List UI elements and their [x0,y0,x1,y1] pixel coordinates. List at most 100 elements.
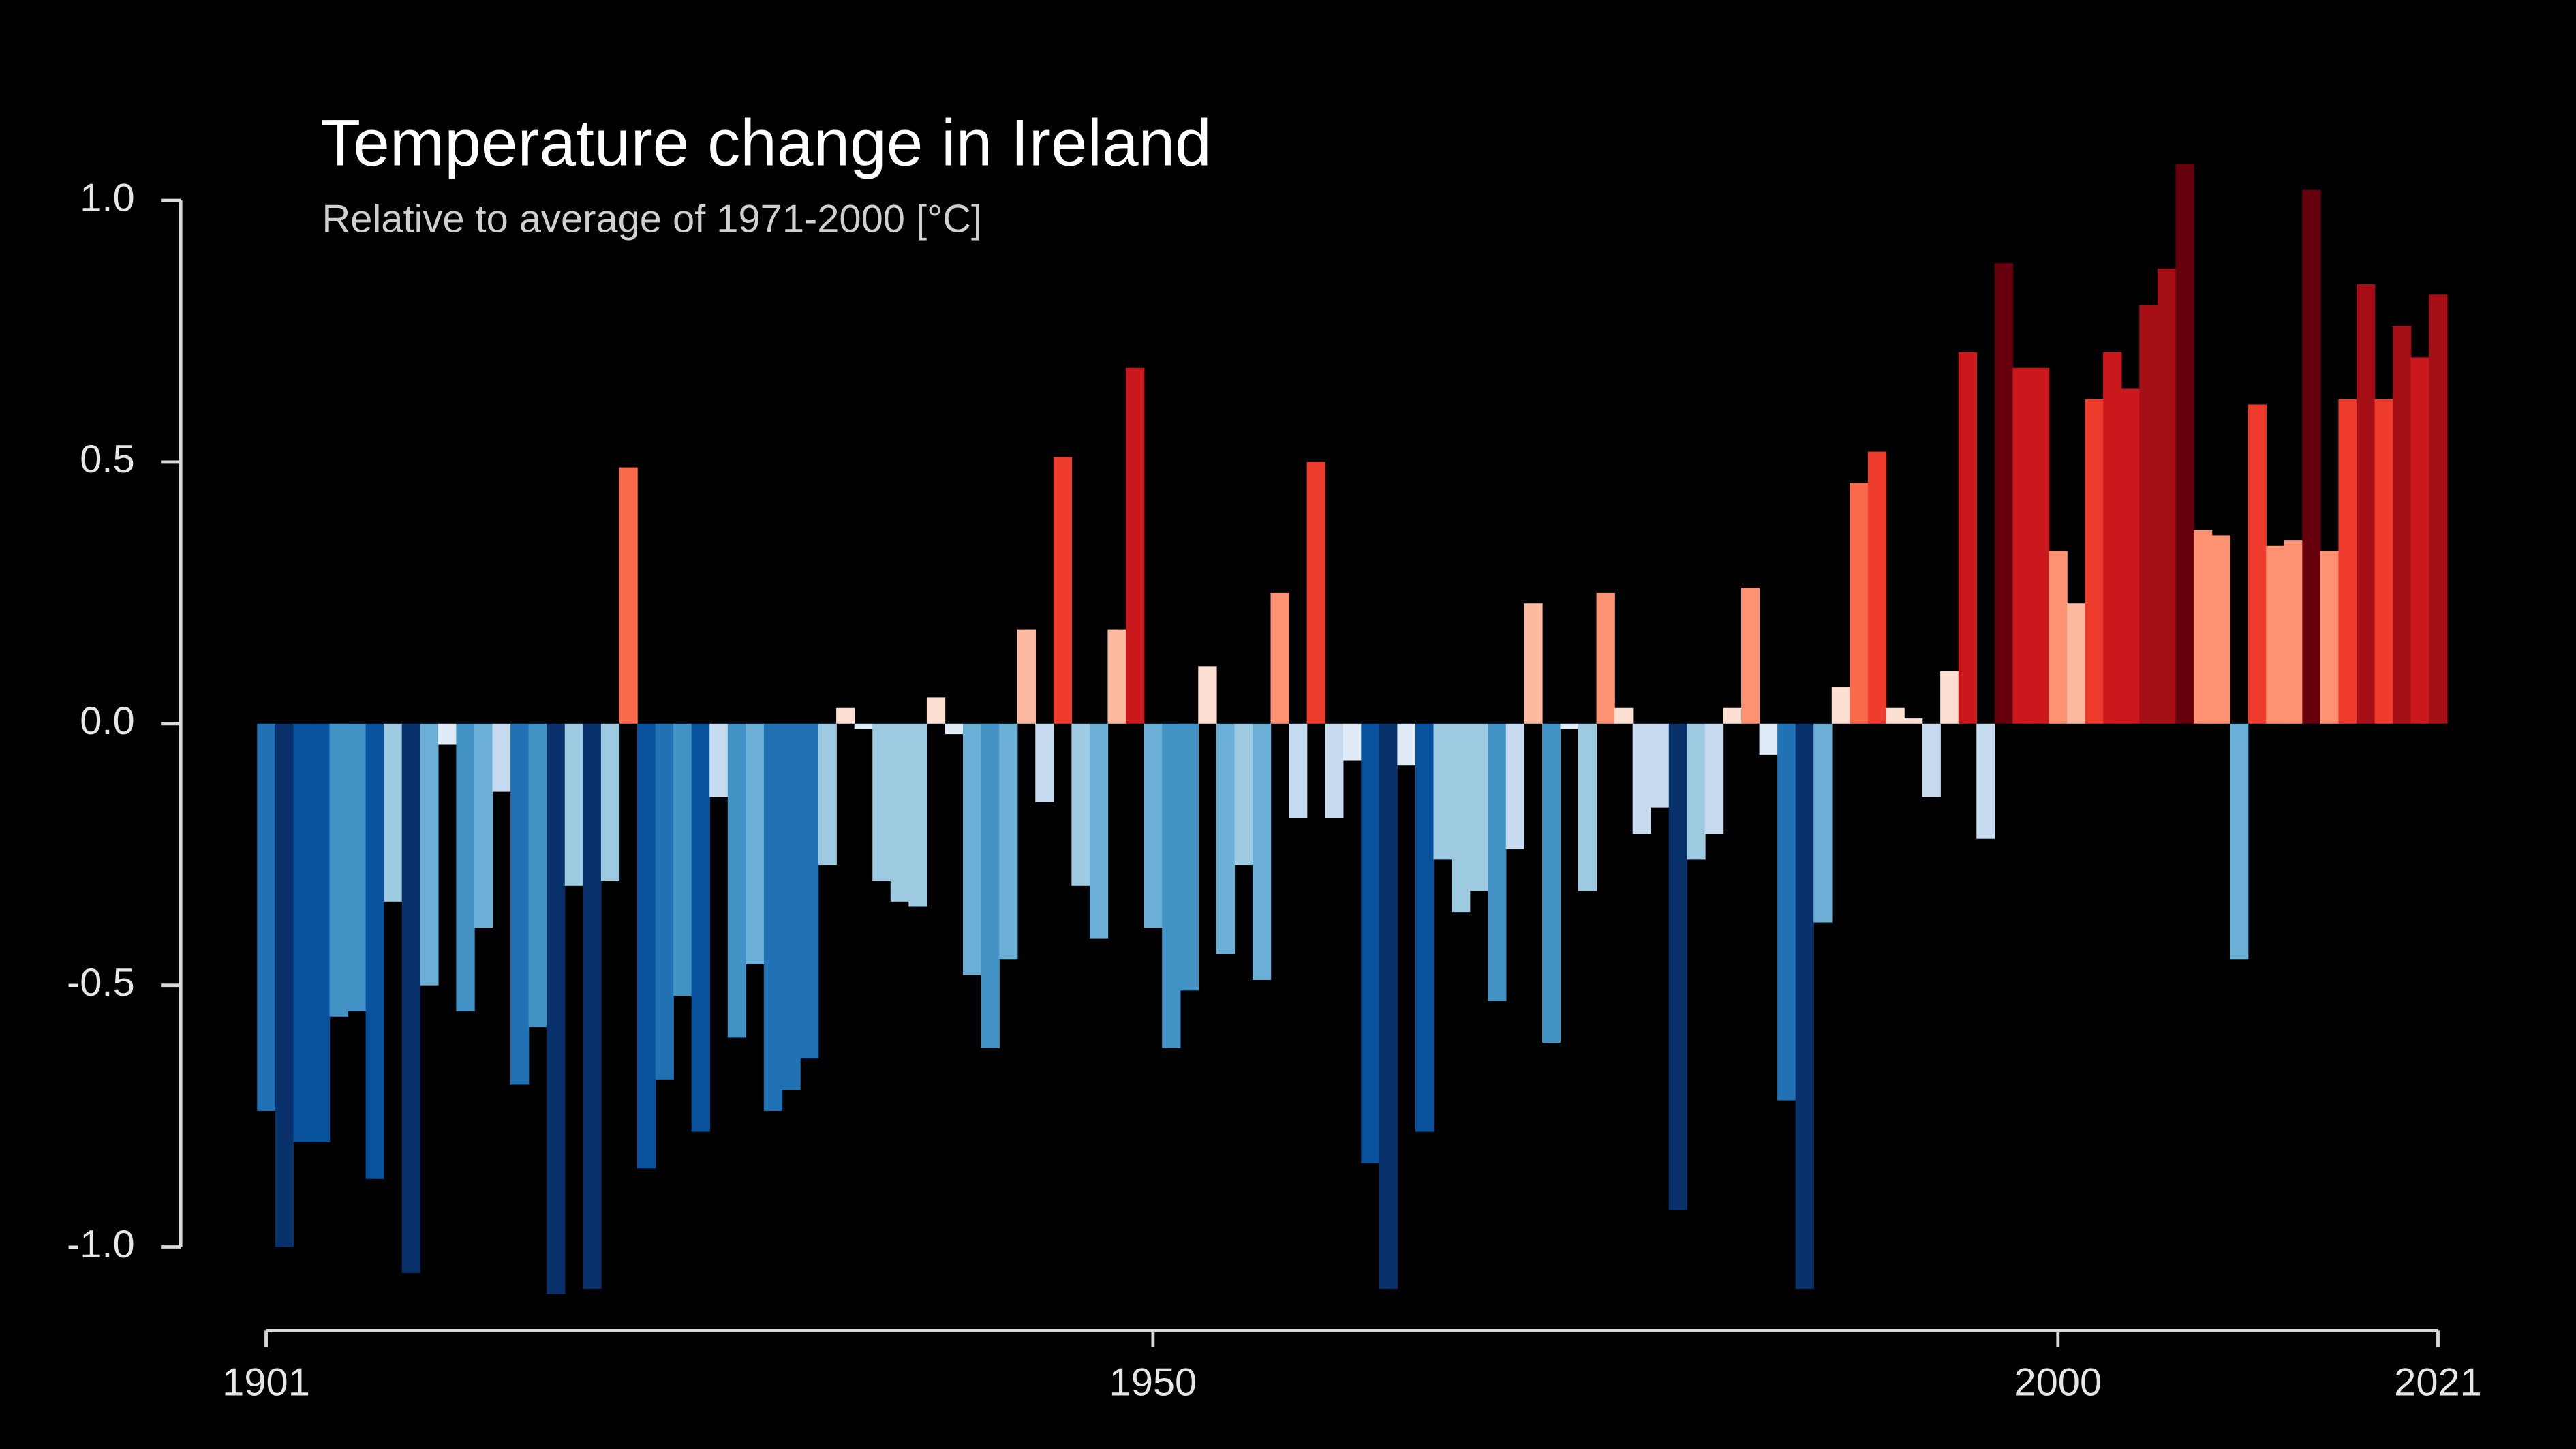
bar [999,723,1018,960]
bar [420,723,439,986]
bar [1325,723,1344,818]
bar [2157,268,2177,724]
bar [746,723,765,964]
bar [1524,603,1543,724]
bar [782,723,801,1090]
bar [1306,461,1325,724]
bar [2266,545,2285,724]
bar [854,723,873,729]
bar [655,723,674,1080]
bar [1596,592,1615,724]
bar [1162,723,1181,1048]
bar [348,723,367,1012]
bar [1505,723,1525,850]
chart-subtitle: Relative to average of 1971-2000 [°C] [322,198,983,241]
bar [2248,404,2267,724]
bar [836,707,855,724]
bar [691,723,710,1132]
bar [2320,551,2340,724]
bar [1488,723,1507,1001]
bar [1795,723,1814,1289]
bar [2067,603,2086,724]
bar [1198,666,1217,724]
bar [2211,535,2230,724]
bar [763,723,783,1111]
bar [1035,723,1054,802]
x-tick-label: 2021 [2394,1360,2482,1404]
bar [2302,189,2321,724]
bar [1180,723,1199,991]
bar [1343,723,1362,761]
bar [1850,483,1869,724]
bar [1994,263,2014,724]
bar [1542,723,1561,1043]
bar [1813,723,1833,923]
bar [1433,723,1452,860]
bar [401,723,421,1273]
bar [1017,629,1036,724]
y-tick-label: 0.0 [80,699,134,743]
bar [2356,284,2376,724]
bar [908,723,927,907]
bar [799,723,819,1059]
bar [257,723,276,1111]
y-tick-label: 0.5 [80,438,134,481]
bar [1668,723,1688,1210]
bar [275,723,294,1247]
bar [384,723,403,902]
bar [818,723,837,866]
bar [1777,723,1796,1101]
bar [1940,671,1959,724]
bar [564,723,584,886]
chart-title: Temperature change in Ireland [320,106,1212,179]
bar [709,723,729,797]
bar [1578,723,1597,891]
bar [727,723,747,1038]
bar [311,723,331,1142]
bar [1469,723,1488,891]
y-tick-label: -1.0 [67,1223,135,1266]
bar [2410,357,2429,724]
bar [1831,687,1851,724]
bar [926,697,946,724]
x-tick-label: 2000 [2014,1360,2102,1404]
bar [492,723,511,792]
bar [2374,399,2393,724]
bar [2049,551,2068,724]
bar [1071,723,1090,886]
bar [945,723,964,735]
bar [1126,367,1145,724]
bar [2012,367,2031,724]
bar [1867,451,1887,724]
bar [438,723,457,745]
bar [1904,718,1923,724]
x-tick-label: 1950 [1109,1360,1197,1404]
bar [2103,352,2122,724]
bar [619,467,638,724]
bar [1976,723,1995,839]
bar [2338,399,2357,724]
bar [2121,388,2141,724]
bar [1089,723,1109,939]
bar [1270,592,1289,724]
bar [1922,723,1941,797]
bar [2085,399,2104,724]
bar [510,723,530,1085]
bar [1614,707,1634,724]
bar [329,723,348,1017]
bar [1216,723,1236,954]
bar [872,723,891,881]
bar [1144,723,1163,928]
bar [600,723,620,881]
bar [1741,588,1760,724]
bar [1053,457,1073,724]
bar [981,723,1000,1048]
bar [2139,305,2158,724]
bar [528,723,547,1028]
bar [1252,723,1272,980]
bar [1632,723,1651,834]
bar [1107,629,1126,724]
bar [583,723,602,1289]
